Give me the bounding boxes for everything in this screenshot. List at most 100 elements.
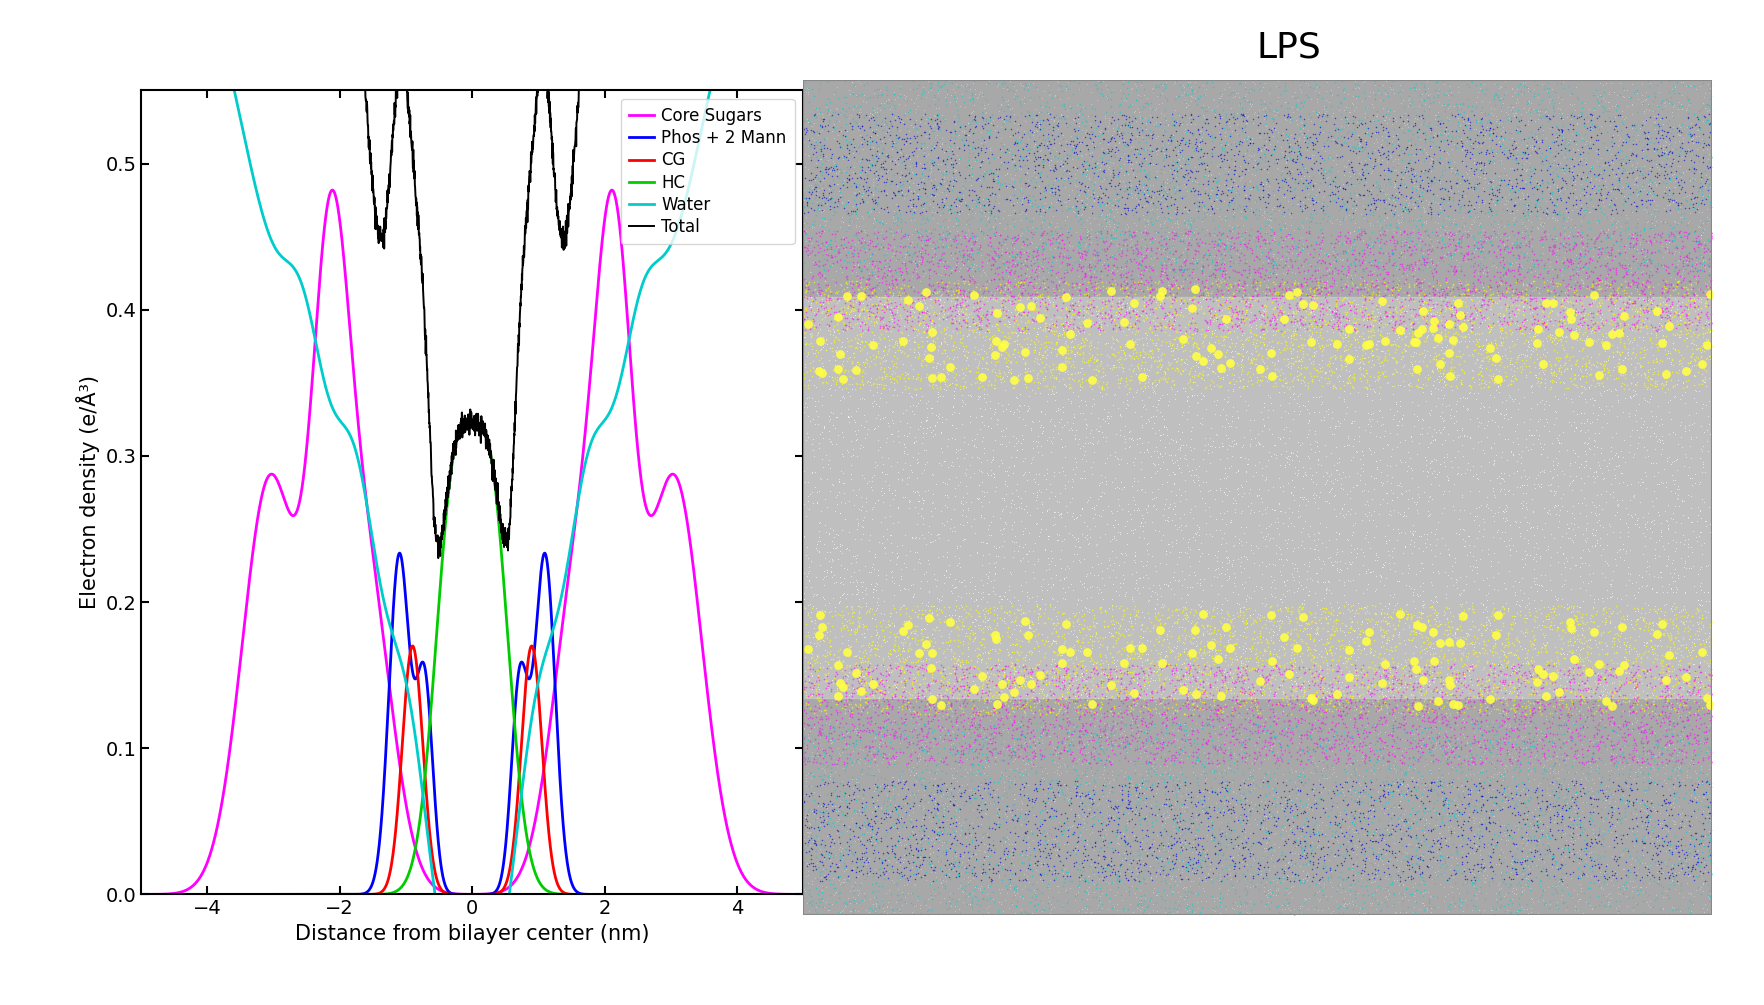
Point xyxy=(1275,366,1304,382)
Point xyxy=(946,691,974,708)
Point xyxy=(1104,354,1132,370)
Point xyxy=(878,844,907,860)
Point xyxy=(942,852,970,868)
Point xyxy=(942,797,970,813)
Point xyxy=(1411,815,1439,831)
Point xyxy=(1473,754,1501,770)
Point xyxy=(1013,505,1041,521)
Point xyxy=(1406,874,1434,890)
Point xyxy=(954,666,983,682)
Point xyxy=(866,261,894,277)
Point xyxy=(1621,775,1649,791)
Point xyxy=(1065,295,1094,312)
Point xyxy=(949,257,977,273)
Point xyxy=(1572,318,1600,334)
Point xyxy=(1404,299,1432,316)
Point xyxy=(1288,127,1316,143)
Point xyxy=(1208,147,1237,163)
Point xyxy=(1191,665,1219,681)
Point xyxy=(1413,612,1441,628)
Point xyxy=(965,299,993,316)
Point xyxy=(1094,672,1122,688)
Point xyxy=(1646,126,1674,142)
Point xyxy=(1686,879,1715,895)
Point xyxy=(1413,504,1441,520)
Point xyxy=(1492,601,1521,617)
Point xyxy=(1044,273,1073,289)
Point xyxy=(1598,223,1626,239)
Point xyxy=(887,472,916,488)
Point xyxy=(1325,285,1353,302)
Point xyxy=(1612,266,1641,282)
Point xyxy=(1506,244,1535,260)
Point xyxy=(1531,674,1559,690)
Point xyxy=(1438,278,1466,294)
Point xyxy=(1184,822,1212,838)
Point xyxy=(1372,436,1401,452)
Point xyxy=(1297,826,1325,842)
Point xyxy=(1623,720,1651,736)
Point xyxy=(1281,556,1309,572)
Point xyxy=(1300,320,1328,336)
Point xyxy=(1050,666,1078,682)
Point xyxy=(1099,873,1127,889)
Point xyxy=(799,705,827,721)
Point xyxy=(1305,119,1334,135)
Point xyxy=(956,160,984,176)
Point xyxy=(1406,605,1434,621)
Point xyxy=(1037,863,1065,879)
Point xyxy=(1161,701,1189,718)
Point xyxy=(1658,379,1686,395)
Point xyxy=(1051,671,1080,687)
Point xyxy=(1646,631,1674,647)
Point xyxy=(1607,760,1635,776)
Point xyxy=(949,378,977,394)
Point xyxy=(1605,678,1633,694)
Point xyxy=(1312,574,1341,590)
Point xyxy=(1055,615,1083,631)
Point xyxy=(1381,253,1409,269)
Point xyxy=(811,697,840,714)
Point xyxy=(1113,285,1141,302)
Point xyxy=(1611,643,1639,659)
Point xyxy=(1048,342,1076,358)
Point xyxy=(1501,865,1529,881)
Point xyxy=(1681,737,1709,753)
Point xyxy=(1586,364,1614,380)
Point xyxy=(861,227,889,243)
Point xyxy=(990,350,1018,366)
Point xyxy=(1305,657,1334,673)
Point xyxy=(1635,632,1663,648)
Point xyxy=(1461,657,1489,673)
Point xyxy=(813,672,841,688)
Point xyxy=(1561,707,1589,723)
Point xyxy=(1572,748,1600,764)
Point xyxy=(1051,100,1080,117)
Point xyxy=(1207,193,1235,209)
Point xyxy=(1230,107,1258,123)
Point xyxy=(908,339,937,355)
Point xyxy=(1014,803,1043,819)
Point xyxy=(1556,280,1584,296)
Point xyxy=(974,314,1002,330)
Point xyxy=(1364,181,1392,197)
Point xyxy=(1519,164,1547,180)
Point xyxy=(1125,263,1154,279)
Point xyxy=(1618,749,1646,765)
Point xyxy=(1254,750,1282,766)
Point xyxy=(1284,166,1312,182)
Point xyxy=(875,792,903,808)
Point xyxy=(1083,247,1111,263)
Point xyxy=(1521,720,1549,736)
Point xyxy=(1464,749,1492,765)
Point xyxy=(1519,571,1547,587)
Point xyxy=(1573,759,1602,775)
Point xyxy=(1570,155,1598,171)
Point xyxy=(917,326,946,342)
Point xyxy=(1508,740,1536,756)
Point xyxy=(1014,617,1043,633)
Point xyxy=(1069,736,1097,752)
Point xyxy=(1369,624,1397,640)
Point xyxy=(1125,153,1154,169)
Point xyxy=(822,682,850,698)
